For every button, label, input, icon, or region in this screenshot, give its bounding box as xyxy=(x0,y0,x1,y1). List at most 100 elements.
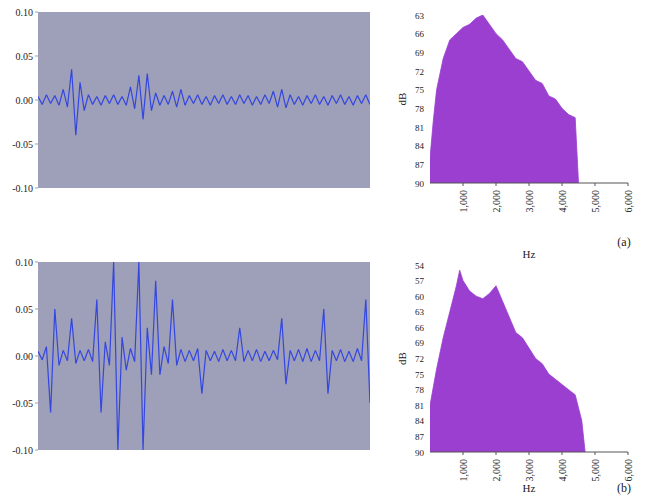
x-tick-label: 6,000 xyxy=(623,190,634,213)
y-tick xyxy=(428,15,430,16)
spectrum-area xyxy=(430,15,579,183)
y-tick xyxy=(428,108,430,109)
y-tick-label: 66 xyxy=(415,29,425,39)
y-tick-label: -0.05 xyxy=(12,398,33,409)
x-tick-label: 5,000 xyxy=(590,459,601,482)
x-tick xyxy=(628,183,629,186)
x-tick-label: 4,000 xyxy=(557,459,568,482)
y-tick xyxy=(35,403,38,404)
y-tick xyxy=(428,405,430,406)
x-tick xyxy=(463,452,464,455)
y-tick xyxy=(35,262,38,263)
y-tick xyxy=(428,358,430,359)
y-tick xyxy=(428,311,430,312)
plot-area xyxy=(38,69,370,135)
y-tick-label: 81 xyxy=(415,123,424,133)
y-tick xyxy=(428,436,430,437)
panel-label: (b) xyxy=(617,481,631,495)
y-tick-label: 60 xyxy=(415,292,425,302)
y-tick-label: 54 xyxy=(415,261,425,271)
y-tick-label: 0.00 xyxy=(16,95,34,106)
spectrum-area xyxy=(430,270,585,452)
x-tick-label: 2,000 xyxy=(491,459,502,482)
y-tick xyxy=(428,71,430,72)
y-tick-label: 69 xyxy=(415,48,425,58)
y-tick-label: 78 xyxy=(415,385,425,395)
y-tick xyxy=(35,309,38,310)
y-tick-label: 63 xyxy=(415,11,425,21)
x-tick-label: 5,000 xyxy=(590,190,601,213)
y-tick-label: 78 xyxy=(415,104,425,114)
plot-area xyxy=(430,270,585,452)
plot-background xyxy=(38,262,370,450)
x-tick xyxy=(496,452,497,455)
panel: 0.10 0.05 0.00 -0.05 -0.10 xyxy=(12,257,370,456)
x-tick-label: 4,000 xyxy=(557,190,568,213)
y-tick-label: -0.10 xyxy=(12,445,33,456)
y-tick xyxy=(35,12,38,13)
x-tick xyxy=(529,183,530,186)
x-tick-label: 1,000 xyxy=(458,190,469,213)
y-tick-label: 63 xyxy=(415,307,425,317)
y-tick xyxy=(35,450,38,451)
x-tick-label: 1,000 xyxy=(458,459,469,482)
plot-background xyxy=(38,12,370,188)
y-tick-label: 69 xyxy=(415,338,425,348)
panel: 0.10 0.05 0.00 -0.05 -0.10 xyxy=(12,7,370,194)
y-tick-label: -0.05 xyxy=(12,139,33,150)
y-tick xyxy=(428,374,430,375)
y-tick-label: 75 xyxy=(415,370,425,380)
y-tick xyxy=(428,145,430,146)
y-tick xyxy=(428,452,430,453)
y-tick-label: 0.05 xyxy=(16,51,34,62)
y-tick-label: 0.00 xyxy=(16,351,34,362)
y-tick-label: 87 xyxy=(415,432,425,442)
panel: 545760636669727578818487901,0002,0003,00… xyxy=(396,261,634,496)
x-tick xyxy=(595,452,596,455)
x-tick-label: 2,000 xyxy=(491,190,502,213)
y-tick-label: 72 xyxy=(415,67,424,77)
x-tick xyxy=(529,452,530,455)
x-tick xyxy=(496,183,497,186)
y-tick-label: 75 xyxy=(415,85,425,95)
y-tick xyxy=(428,164,430,165)
y-tick xyxy=(428,89,430,90)
x-axis-label: Hz xyxy=(523,482,536,494)
waveform xyxy=(38,262,370,450)
x-tick-label: 3,000 xyxy=(524,190,535,213)
y-tick xyxy=(35,56,38,57)
y-tick xyxy=(428,280,430,281)
x-tick xyxy=(562,183,563,186)
panel-label: (a) xyxy=(617,235,630,249)
y-tick xyxy=(428,183,430,184)
plot-area xyxy=(38,262,370,450)
y-tick xyxy=(35,100,38,101)
x-tick xyxy=(463,183,464,186)
x-tick xyxy=(562,452,563,455)
x-tick xyxy=(595,183,596,186)
y-tick xyxy=(35,144,38,145)
panel: 636669727578818487901,0002,0003,0004,000… xyxy=(396,11,634,261)
y-tick xyxy=(428,33,430,34)
y-tick-label: 0.10 xyxy=(16,257,34,268)
x-tick xyxy=(628,452,629,455)
y-tick-label: 57 xyxy=(415,276,425,286)
y-axis-label: dB xyxy=(396,352,408,365)
y-tick-label: 72 xyxy=(415,354,424,364)
y-tick-label: 0.10 xyxy=(16,7,34,18)
y-tick-label: -0.10 xyxy=(12,183,33,194)
y-tick xyxy=(428,420,430,421)
y-tick-label: 90 xyxy=(415,448,425,458)
y-tick-label: 90 xyxy=(415,179,425,189)
y-tick xyxy=(35,356,38,357)
y-tick xyxy=(428,296,430,297)
plot-area xyxy=(430,15,579,183)
y-tick-label: 0.05 xyxy=(16,304,34,315)
y-tick xyxy=(428,265,430,266)
figure: 0.10 0.05 0.00 -0.05 -0.10 63 66 69 72 75 78 81 84 87… xyxy=(0,0,650,496)
waveform xyxy=(38,69,370,135)
y-tick xyxy=(428,127,430,128)
y-tick-label: 84 xyxy=(415,416,425,426)
y-tick xyxy=(428,342,430,343)
x-tick-label: 3,000 xyxy=(524,459,535,482)
